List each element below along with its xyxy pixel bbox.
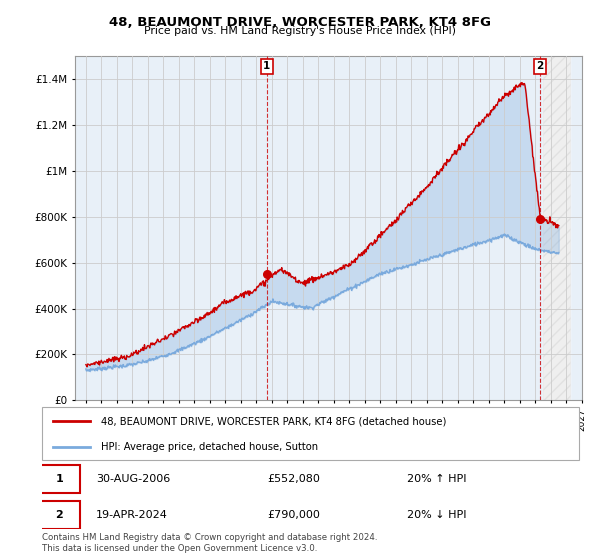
FancyBboxPatch shape <box>40 465 80 493</box>
Bar <box>543 56 569 400</box>
Text: Price paid vs. HM Land Registry's House Price Index (HPI): Price paid vs. HM Land Registry's House … <box>144 26 456 36</box>
Text: £790,000: £790,000 <box>268 510 320 520</box>
Text: 1: 1 <box>56 474 64 484</box>
FancyBboxPatch shape <box>42 407 579 460</box>
Text: Contains HM Land Registry data © Crown copyright and database right 2024.
This d: Contains HM Land Registry data © Crown c… <box>42 533 377 553</box>
Text: 48, BEAUMONT DRIVE, WORCESTER PARK, KT4 8FG: 48, BEAUMONT DRIVE, WORCESTER PARK, KT4 … <box>109 16 491 29</box>
Text: 2: 2 <box>536 62 544 71</box>
Text: £552,080: £552,080 <box>268 474 320 484</box>
Text: HPI: Average price, detached house, Sutton: HPI: Average price, detached house, Sutt… <box>101 442 318 452</box>
Text: 20% ↑ HPI: 20% ↑ HPI <box>407 474 467 484</box>
Text: 1: 1 <box>263 62 271 71</box>
Text: 20% ↓ HPI: 20% ↓ HPI <box>407 510 467 520</box>
Bar <box>543 56 569 400</box>
Text: 2: 2 <box>56 510 64 520</box>
Text: 19-APR-2024: 19-APR-2024 <box>96 510 167 520</box>
Text: 30-AUG-2006: 30-AUG-2006 <box>96 474 170 484</box>
Text: 48, BEAUMONT DRIVE, WORCESTER PARK, KT4 8FG (detached house): 48, BEAUMONT DRIVE, WORCESTER PARK, KT4 … <box>101 417 446 427</box>
FancyBboxPatch shape <box>40 501 80 529</box>
